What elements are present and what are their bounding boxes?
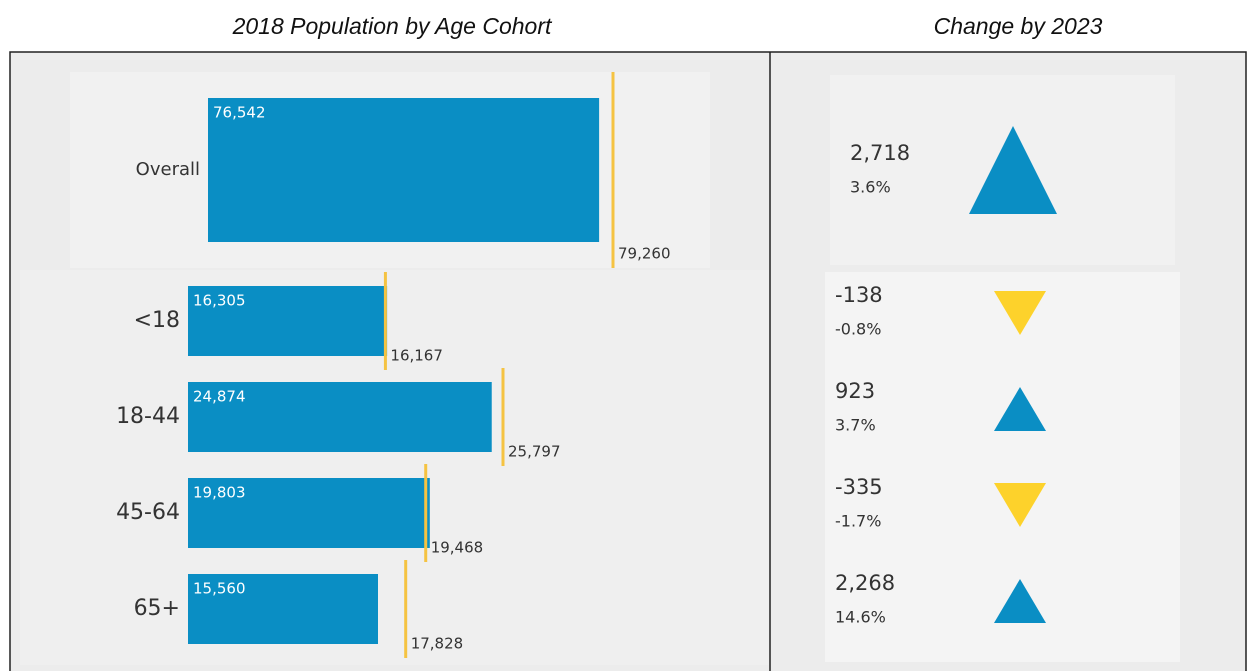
- change-percent: 14.6%: [835, 608, 886, 627]
- change-value: 923: [835, 379, 875, 403]
- change-percent: 3.7%: [835, 416, 876, 435]
- bar: [188, 478, 430, 548]
- value-label: 15,560: [193, 580, 246, 598]
- change-value: 2,718: [850, 141, 910, 165]
- category-label: <18: [134, 308, 180, 333]
- down-triangle: [994, 291, 1046, 335]
- category-label: Overall: [136, 159, 200, 180]
- bar: [188, 574, 378, 644]
- change-percent: -0.8%: [835, 320, 881, 339]
- target-label: 19,468: [431, 539, 484, 557]
- chart-title: 2018 Population by Age Cohort: [232, 13, 553, 39]
- value-label: 24,874: [193, 388, 246, 406]
- down-triangle: [994, 483, 1046, 527]
- category-label: 65+: [134, 596, 180, 621]
- cohort-panel: [20, 270, 769, 665]
- target-label: 79,260: [618, 245, 671, 263]
- chart-title: Change by 2023: [934, 13, 1103, 39]
- value-label: 16,305: [193, 292, 246, 310]
- value-label: 19,803: [193, 484, 246, 502]
- up-triangle: [994, 579, 1046, 623]
- category-label: 18-44: [116, 404, 180, 429]
- change-value: 2,268: [835, 571, 895, 595]
- up-triangle: [994, 387, 1046, 431]
- bar: [188, 286, 388, 356]
- bar: [188, 382, 492, 452]
- value-label: 76,542: [213, 104, 266, 122]
- change-percent: 3.6%: [850, 178, 891, 197]
- change-value: -335: [835, 475, 883, 499]
- category-label: 45-64: [116, 500, 180, 525]
- target-label: 25,797: [508, 443, 561, 461]
- bar: [208, 98, 600, 242]
- cohort-change-panel: [825, 272, 1180, 662]
- target-label: 17,828: [411, 635, 464, 653]
- change-percent: -1.7%: [835, 512, 881, 531]
- change-value: -138: [835, 283, 883, 307]
- target-label: 16,167: [390, 347, 443, 365]
- up-triangle: [969, 126, 1057, 214]
